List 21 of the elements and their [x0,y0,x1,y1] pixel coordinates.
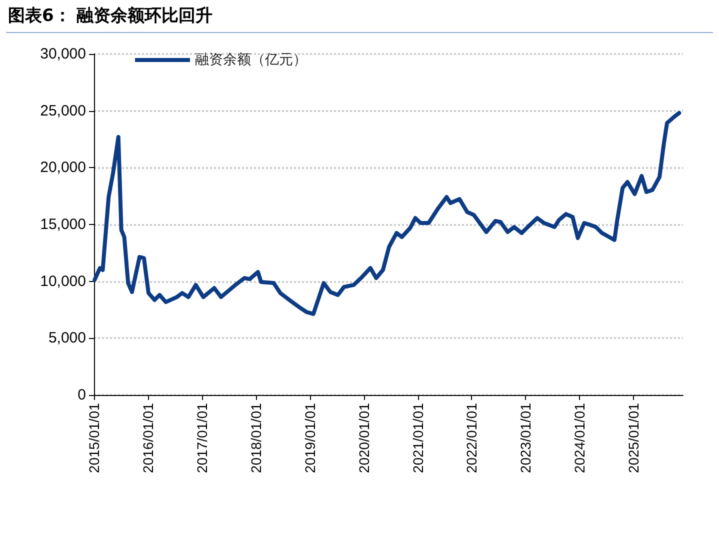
y-tick-label: 5,000 [48,330,86,347]
chart-title: 图表6： 融资余额环比回升 [8,5,213,27]
x-tick-label: 2019/01/01 [302,402,318,474]
x-tick-label: 2016/01/01 [140,402,156,474]
x-tick-label: 2024/01/01 [572,402,588,474]
y-tick-label: 10,000 [40,272,86,290]
y-tick-label: 25,000 [40,102,86,120]
y-tick-label: 15,000 [40,216,86,233]
x-tick-label: 2015/01/01 [86,402,102,474]
legend-label: 融资余额（亿元） [195,52,307,68]
x-tick-label: 2018/01/01 [248,402,264,474]
x-tick-label: 2022/01/01 [464,402,480,474]
y-tick-label: 20,000 [40,159,86,176]
y-tick-label: 30,000 [40,46,86,62]
x-tick-label: 2021/01/01 [410,402,426,474]
x-tick-label: 2023/01/01 [518,402,534,474]
x-tick-label: 2020/01/01 [356,402,372,474]
line-series [92,110,682,316]
y-tick-label: 0 [78,386,86,404]
x-tick-label: 2017/01/01 [194,402,210,474]
x-tick-label: 2025/01/01 [626,402,642,474]
